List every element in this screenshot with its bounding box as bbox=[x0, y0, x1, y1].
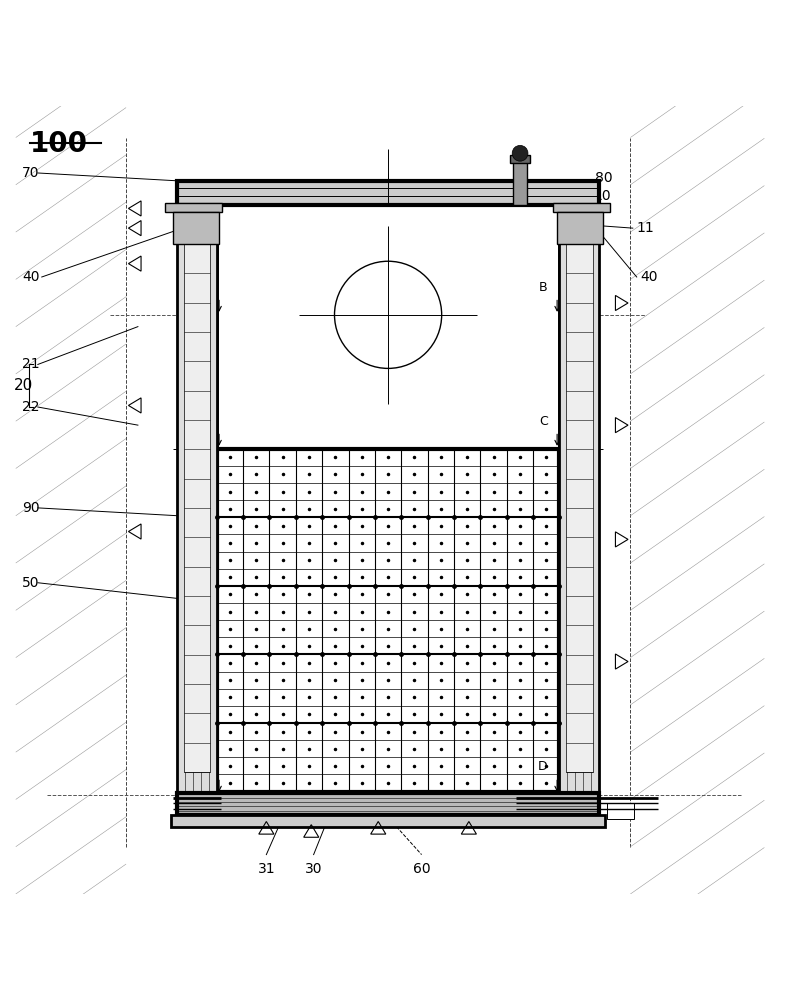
Text: D: D bbox=[200, 760, 210, 773]
Bar bbox=[184, 244, 210, 772]
Text: 40: 40 bbox=[22, 270, 39, 284]
Text: 60: 60 bbox=[413, 862, 430, 876]
Bar bbox=[553, 203, 610, 212]
Bar bbox=[217, 205, 559, 449]
Text: 10: 10 bbox=[593, 189, 611, 203]
Text: 31: 31 bbox=[258, 862, 275, 876]
Bar bbox=[559, 205, 599, 792]
Text: 50: 50 bbox=[22, 576, 39, 590]
Circle shape bbox=[512, 145, 528, 161]
Bar bbox=[217, 449, 559, 792]
Text: B: B bbox=[201, 281, 210, 294]
Text: 11: 11 bbox=[637, 221, 655, 235]
Text: D: D bbox=[538, 760, 548, 773]
Text: 70: 70 bbox=[22, 166, 39, 180]
Bar bbox=[557, 212, 603, 244]
Text: B: B bbox=[539, 281, 548, 294]
Text: 22: 22 bbox=[22, 400, 39, 414]
Bar bbox=[513, 157, 527, 205]
Text: 30: 30 bbox=[305, 862, 322, 876]
Bar bbox=[566, 244, 593, 772]
Bar bbox=[171, 815, 605, 827]
Text: 90: 90 bbox=[22, 501, 39, 515]
Bar bbox=[607, 803, 634, 819]
Text: 40: 40 bbox=[641, 270, 658, 284]
Text: 100: 100 bbox=[30, 130, 88, 158]
Bar bbox=[165, 203, 222, 212]
Bar bbox=[177, 181, 599, 205]
Bar bbox=[510, 155, 530, 163]
Text: 80: 80 bbox=[595, 171, 612, 185]
Bar bbox=[177, 793, 599, 815]
Text: C: C bbox=[539, 415, 548, 428]
Text: C: C bbox=[201, 415, 210, 428]
Text: 20: 20 bbox=[14, 378, 33, 393]
Text: 21: 21 bbox=[22, 357, 39, 371]
Bar bbox=[173, 212, 219, 244]
Bar bbox=[177, 205, 217, 792]
